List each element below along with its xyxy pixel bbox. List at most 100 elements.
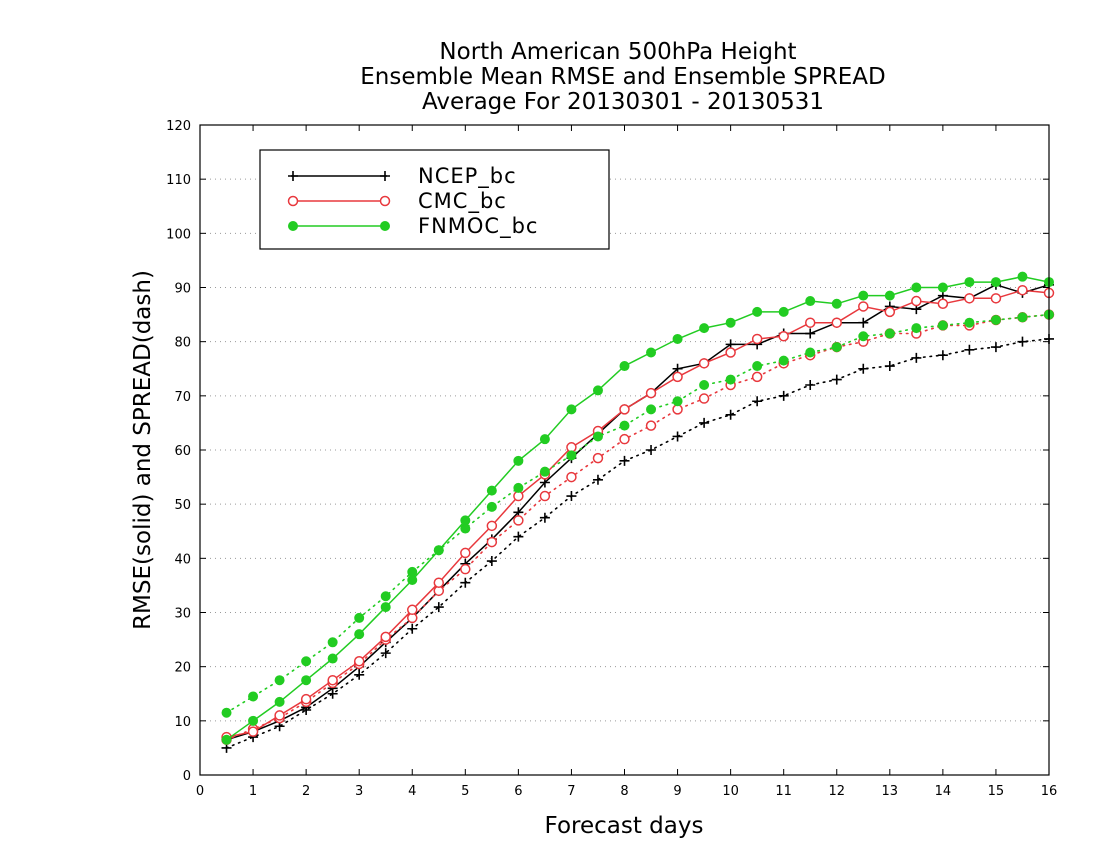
rmse-point-FNMOC_bc <box>619 361 630 372</box>
axis-ticks <box>199 124 1050 776</box>
spread-point-NCEP_bc <box>539 512 550 523</box>
spread-point-FNMOC_bc <box>699 380 710 390</box>
legend-marker <box>288 171 298 181</box>
spread-point-FNMOC_bc <box>354 612 365 623</box>
spread-point-NCEP_bc <box>778 390 789 401</box>
spread-point-NCEP_bc <box>884 361 895 372</box>
series-NCEP_bc <box>221 279 1054 753</box>
spread-point-FNMOC_bc <box>964 317 975 328</box>
rmse-point-FNMOC_bc <box>274 696 285 707</box>
rmse-point-FNMOC_bc <box>990 277 1001 288</box>
rmse-point-CMC_bc <box>990 293 1002 304</box>
y-tick-label: 30 <box>174 607 191 622</box>
x-tick-label: 15 <box>988 784 1005 799</box>
spread-line-CMC_bc <box>225 313 1050 741</box>
x-tick-label: 5 <box>461 784 469 799</box>
rmse-point-CMC_bc <box>407 604 418 616</box>
rmse-point-FNMOC_bc <box>407 575 418 585</box>
x-tick-label: 16 <box>1041 784 1058 799</box>
spread-point-NCEP_bc <box>619 455 630 466</box>
x-axis-label: Forecast days <box>545 813 704 839</box>
rmse-point-CMC_bc <box>831 317 842 328</box>
spread-point-FNMOC_bc <box>486 501 497 512</box>
spread-point-NCEP_bc <box>725 409 736 420</box>
legend-marker <box>287 195 299 207</box>
rmse-point-CMC_bc <box>751 333 763 345</box>
y-tick-label: 50 <box>174 498 191 513</box>
rmse-point-FNMOC_bc <box>646 347 657 358</box>
spread-point-FNMOC_bc <box>619 420 630 431</box>
spread-point-NCEP_bc <box>380 648 391 659</box>
rmse-point-CMC_bc <box>645 387 657 399</box>
x-tick-label: 7 <box>567 784 575 799</box>
rmse-point-FNMOC_bc <box>911 282 922 293</box>
series-CMC_bc <box>221 284 1055 746</box>
spread-point-CMC_bc <box>619 433 630 445</box>
spread-point-CMC_bc <box>645 420 657 431</box>
rmse-point-CMC_bc <box>937 298 949 309</box>
rmse-point-FNMOC_bc <box>539 434 550 445</box>
spread-point-NCEP_bc <box>964 344 975 355</box>
rmse-point-CMC_bc <box>804 317 816 328</box>
spread-point-NCEP_bc <box>805 380 816 390</box>
y-tick-label: 100 <box>166 227 191 242</box>
spread-point-FNMOC_bc <box>646 404 657 415</box>
x-tick-label: 6 <box>514 784 522 799</box>
spread-point-FNMOC_bc <box>327 637 338 648</box>
spread-point-FNMOC_bc <box>990 315 1001 325</box>
y-tick-label: 70 <box>174 390 191 405</box>
x-tick-label: 3 <box>355 784 363 799</box>
rmse-point-FNMOC_bc <box>831 298 842 309</box>
spread-point-FNMOC_bc <box>725 374 736 385</box>
rmse-point-CMC_bc <box>884 306 896 318</box>
spread-point-NCEP_bc <box>937 350 948 361</box>
x-tick-labels: 0 1 2 3 4 5 6 7 8 9 10 11 12 13 14 15 16 <box>196 784 1057 799</box>
rmse-point-FNMOC_bc <box>778 306 789 317</box>
rmse-point-CMC_bc <box>725 347 736 358</box>
rmse-point-CMC_bc <box>486 520 498 532</box>
x-tick-label: 10 <box>722 784 739 799</box>
rmse-point-CMC_bc <box>672 371 683 383</box>
spread-point-NCEP_bc <box>433 602 444 613</box>
y-tick-label: 10 <box>174 715 191 730</box>
spread-point-NCEP_bc <box>486 556 497 567</box>
spread-point-FNMOC_bc <box>672 396 683 407</box>
spread-point-CMC_bc <box>486 536 498 548</box>
rmse-point-CMC_bc <box>1017 284 1028 296</box>
legend-label: NCEP_bc <box>418 164 517 189</box>
y-tick-labels: 0 10 20 30 40 50 60 70 80 90 100 110 120 <box>166 119 191 784</box>
y-tick-label: 90 <box>174 282 191 297</box>
rmse-point-CMC_bc <box>698 358 710 369</box>
rmse-point-NCEP_bc <box>805 328 816 339</box>
y-tick-label: 120 <box>166 119 191 134</box>
legend-label: CMC_bc <box>418 189 507 214</box>
spread-point-NCEP_bc <box>752 396 763 407</box>
spread-point-NCEP_bc <box>831 374 842 385</box>
x-tick-label: 11 <box>775 784 792 799</box>
rmse-point-FNMOC_bc <box>460 515 471 526</box>
legend-item-CMC_bc: CMC_bc <box>287 189 507 214</box>
rmse-point-FNMOC_bc <box>752 306 763 317</box>
rmse-point-FNMOC_bc <box>805 296 816 307</box>
rmse-point-FNMOC_bc <box>592 385 603 396</box>
spread-point-NCEP_bc <box>858 363 869 374</box>
y-tick-label: 110 <box>166 173 191 188</box>
spread-point-NCEP_bc <box>592 474 603 485</box>
y-tick-label: 20 <box>174 661 191 676</box>
spread-point-FNMOC_bc <box>513 482 524 493</box>
title-line-2: Ensemble Mean RMSE and Ensemble SPREAD <box>360 64 885 90</box>
x-tick-label: 9 <box>673 784 681 799</box>
spread-point-CMC_bc <box>513 515 524 526</box>
spread-point-FNMOC_bc <box>752 361 763 372</box>
spread-point-NCEP_bc <box>566 491 577 502</box>
x-tick-label: 2 <box>302 784 310 799</box>
rmse-point-FNMOC_bc <box>964 277 975 288</box>
rmse-point-FNMOC_bc <box>301 675 312 686</box>
rmse-point-CMC_bc <box>353 656 365 667</box>
title-line-3: Average For 20130301 - 20130531 <box>422 89 824 115</box>
spread-point-FNMOC_bc <box>301 656 312 667</box>
legend-marker <box>380 221 390 231</box>
legend-label: FNMOC_bc <box>418 214 538 239</box>
spread-point-FNMOC_bc <box>274 675 285 686</box>
